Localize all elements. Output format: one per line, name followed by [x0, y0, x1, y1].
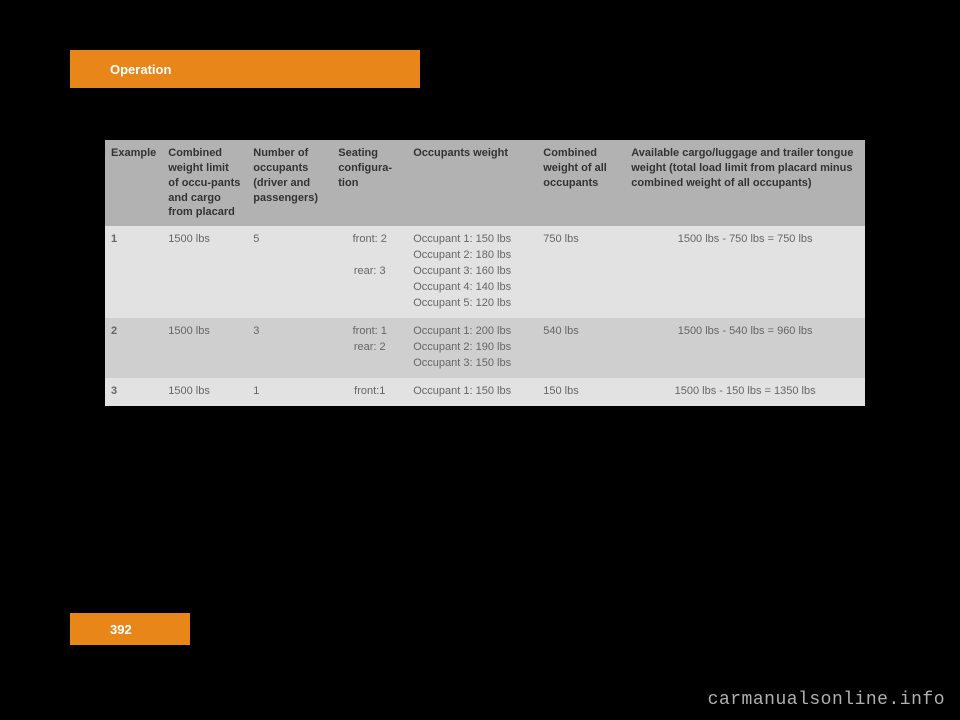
cell-combined: 540 lbs — [537, 318, 625, 378]
page-number: 392 — [110, 622, 132, 637]
cell-cargo: 1500 lbs - 750 lbs = 750 lbs — [625, 226, 865, 318]
table-row: 3 1500 lbs 1 front:1 Occupant 1: 150 lbs… — [105, 378, 865, 406]
page-badge: 392 — [70, 613, 190, 645]
table-header-row: Example Combined weight limit of occu-pa… — [105, 140, 865, 226]
cell-weight: Occupant 1: 150 lbs Occupant 2: 180 lbs … — [407, 226, 537, 318]
cell-seat: front:1 — [332, 378, 407, 406]
cell-cargo: 1500 lbs - 150 lbs = 1350 lbs — [625, 378, 865, 406]
cell-combined: 750 lbs — [537, 226, 625, 318]
cell-weight: Occupant 1: 150 lbs — [407, 378, 537, 406]
table-row: 1 1500 lbs 5 front: 2 rear: 3 Occupant 1… — [105, 226, 865, 318]
cell-combined: 150 lbs — [537, 378, 625, 406]
section-label: Operation — [110, 62, 171, 77]
cell-cargo: 1500 lbs - 540 lbs = 960 lbs — [625, 318, 865, 378]
table-row: 2 1500 lbs 3 front: 1 rear: 2 Occupant 1… — [105, 318, 865, 378]
cell-limit: 1500 lbs — [162, 318, 247, 378]
cell-seat: front: 1 rear: 2 — [332, 318, 407, 378]
cell-example: 1 — [105, 226, 162, 318]
th-weight: Occupants weight — [407, 140, 537, 226]
cell-occ: 3 — [247, 318, 332, 378]
cell-weight: Occupant 1: 200 lbs Occupant 2: 190 lbs … — [407, 318, 537, 378]
watermark: carmanualsonline.info — [708, 690, 945, 710]
section-tab: Operation — [70, 50, 420, 88]
th-seating: Seating configura-tion — [332, 140, 407, 226]
th-limit: Combined weight limit of occu-pants and … — [162, 140, 247, 226]
cell-seat: front: 2 rear: 3 — [332, 226, 407, 318]
th-cargo: Available cargo/luggage and trailer tong… — [625, 140, 865, 226]
load-table: Example Combined weight limit of occu-pa… — [105, 140, 865, 406]
cell-limit: 1500 lbs — [162, 226, 247, 318]
cell-example: 3 — [105, 378, 162, 406]
cell-limit: 1500 lbs — [162, 378, 247, 406]
cell-occ: 5 — [247, 226, 332, 318]
cell-example: 2 — [105, 318, 162, 378]
cell-occ: 1 — [247, 378, 332, 406]
th-combined: Combined weight of all occupants — [537, 140, 625, 226]
th-example: Example — [105, 140, 162, 226]
th-occupants: Number of occupants (driver and passenge… — [247, 140, 332, 226]
